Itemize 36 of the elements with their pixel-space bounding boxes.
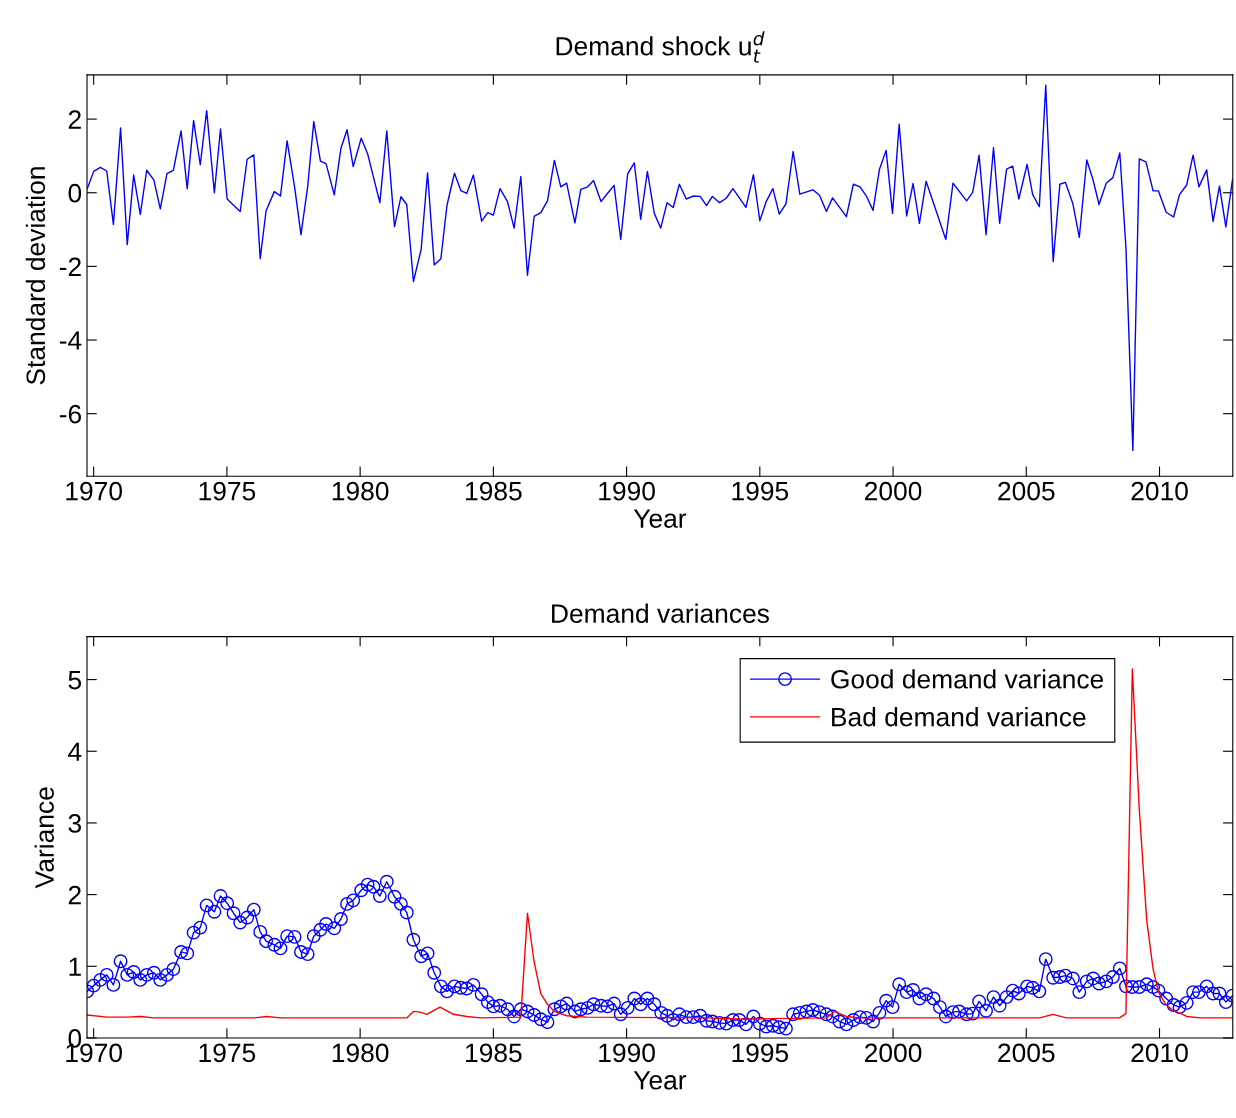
chart-title: Demand shock u$^{d}$$_{t}$ [556,31,765,63]
y-axis-title: Standard deviation [25,167,46,385]
y-tick-label: -4 [59,331,82,350]
y-axis-title: Variance [34,787,54,889]
x-tick-label: 1970 [66,481,122,501]
y-tick-label: -6 [59,404,81,424]
y-tick-label: -2 [59,257,81,276]
chart-title: Demand variances [552,603,769,623]
x-axis-title: Year [633,1071,687,1090]
x-tick-label: 1980 [332,481,389,501]
x-tick-label: 2000 [865,1043,922,1063]
y-tick-label: 2 [68,885,81,905]
x-tick-label: 2010 [1131,1043,1188,1063]
x-tick-label: 2005 [998,1043,1055,1063]
x-tick-label: 2010 [1131,481,1188,501]
x-tick-label: 1990 [599,481,655,501]
x-axis-title: Year [633,509,687,528]
x-tick-label: 1985 [466,481,522,501]
y-tick-label: 0 [68,183,82,203]
x-tick-label: 1975 [199,1043,256,1063]
x-tick-label: 2005 [998,481,1055,501]
y-tick-label: 3 [68,814,81,833]
line-series [87,84,1233,452]
x-tick-label: 1995 [732,1043,789,1063]
y-tick-label: 5 [68,671,82,690]
x-tick-label: 1995 [732,481,789,501]
y-tick-label: 2 [68,110,81,129]
x-tick-label: 1985 [466,1043,522,1063]
legend-label: Bad demand variance [832,707,1086,727]
legend-label: Good demand variance [831,669,1104,689]
y-tick-label: 4 [68,742,82,761]
x-tick-label: 1990 [599,1043,655,1063]
x-tick-label: 2000 [865,481,922,501]
x-tick-label: 1980 [332,1043,389,1063]
x-tick-label: 1975 [199,481,256,501]
y-tick-label: 1 [69,957,81,976]
